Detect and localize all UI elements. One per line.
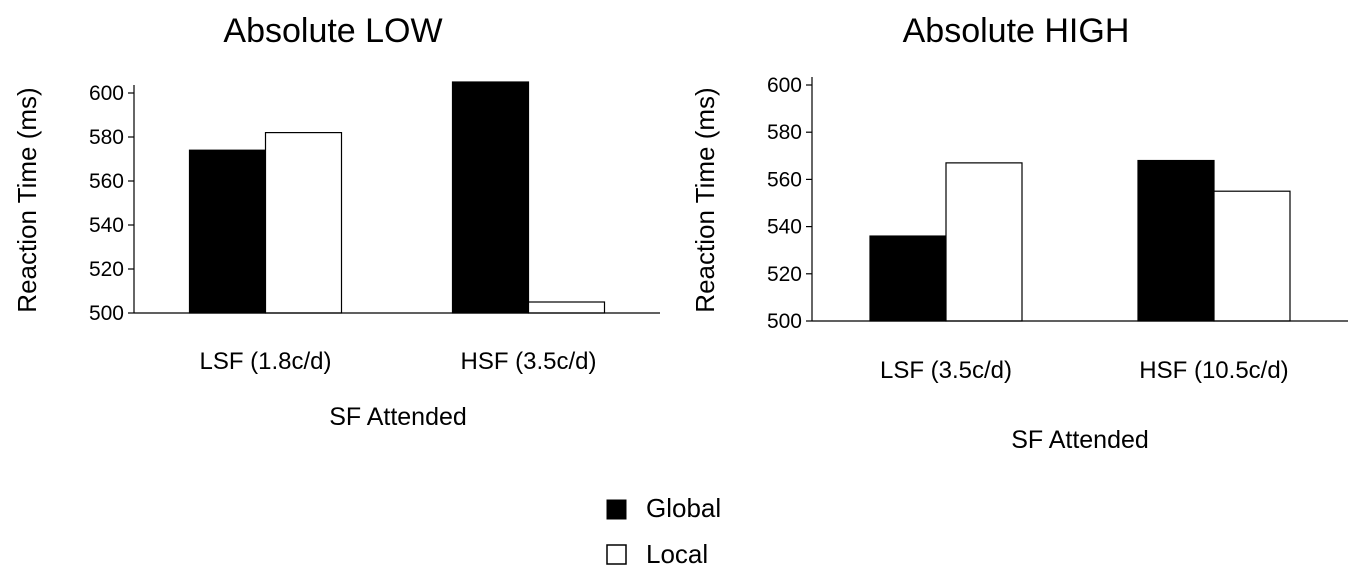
chart-absolute-high: Absolute HIGH Reaction Time (ms) SF Atte… bbox=[690, 12, 1348, 454]
bar-local-0 bbox=[945, 162, 1023, 322]
y-tick-label: 580 bbox=[767, 121, 802, 144]
bar-global-1 bbox=[451, 81, 530, 314]
x-axis-label: SF Attended bbox=[1011, 426, 1149, 454]
y-tick-label: 580 bbox=[89, 126, 124, 149]
bar-global-0 bbox=[188, 149, 267, 314]
category-label: HSF (10.5c/d) bbox=[1139, 357, 1288, 384]
bar-local-1 bbox=[527, 301, 606, 314]
category-label: HSF (3.5c/d) bbox=[460, 348, 596, 375]
y-tick-label: 600 bbox=[89, 82, 124, 105]
plot-area: LSF (1.8c/d) HSF (3.5c/d) 500 520 540 560 580 6… bbox=[89, 81, 660, 375]
legend: Global Local bbox=[606, 493, 721, 569]
y-tick-label: 560 bbox=[767, 168, 802, 191]
y-axis-label: Reaction Time (ms) bbox=[12, 87, 42, 312]
y-tick-label: 500 bbox=[767, 310, 802, 333]
y-tick-label: 540 bbox=[89, 214, 124, 237]
plot-area: LSF (3.5c/d) HSF (10.5c/d) 500 520 540 560 580… bbox=[767, 74, 1348, 384]
category-label: LSF (3.5c/d) bbox=[880, 357, 1012, 384]
bar-global-0 bbox=[869, 235, 947, 322]
legend-label-local: Local bbox=[646, 539, 708, 569]
legend-label-global: Global bbox=[646, 493, 721, 523]
y-axis-label: Reaction Time (ms) bbox=[690, 87, 720, 312]
y-tick-label: 520 bbox=[89, 258, 124, 281]
category-label: LSF (1.8c/d) bbox=[199, 348, 331, 375]
y-tick-label: 500 bbox=[89, 302, 124, 325]
y-tick-label: 540 bbox=[767, 216, 802, 239]
chart-absolute-low: Absolute LOW Reaction Time (ms) SF Atten… bbox=[12, 12, 660, 431]
x-axis-label: SF Attended bbox=[329, 403, 467, 431]
chart-title: Absolute LOW bbox=[223, 12, 442, 50]
y-tick-label: 560 bbox=[89, 170, 124, 193]
chart-title: Absolute HIGH bbox=[903, 12, 1130, 50]
y-tick-label: 600 bbox=[767, 74, 802, 97]
y-tick-label: 520 bbox=[767, 263, 802, 286]
legend-swatch-local bbox=[606, 544, 627, 565]
bar-local-1 bbox=[1213, 190, 1291, 322]
bar-global-1 bbox=[1137, 159, 1215, 322]
bar-local-0 bbox=[264, 132, 343, 314]
legend-swatch-global bbox=[606, 499, 627, 520]
